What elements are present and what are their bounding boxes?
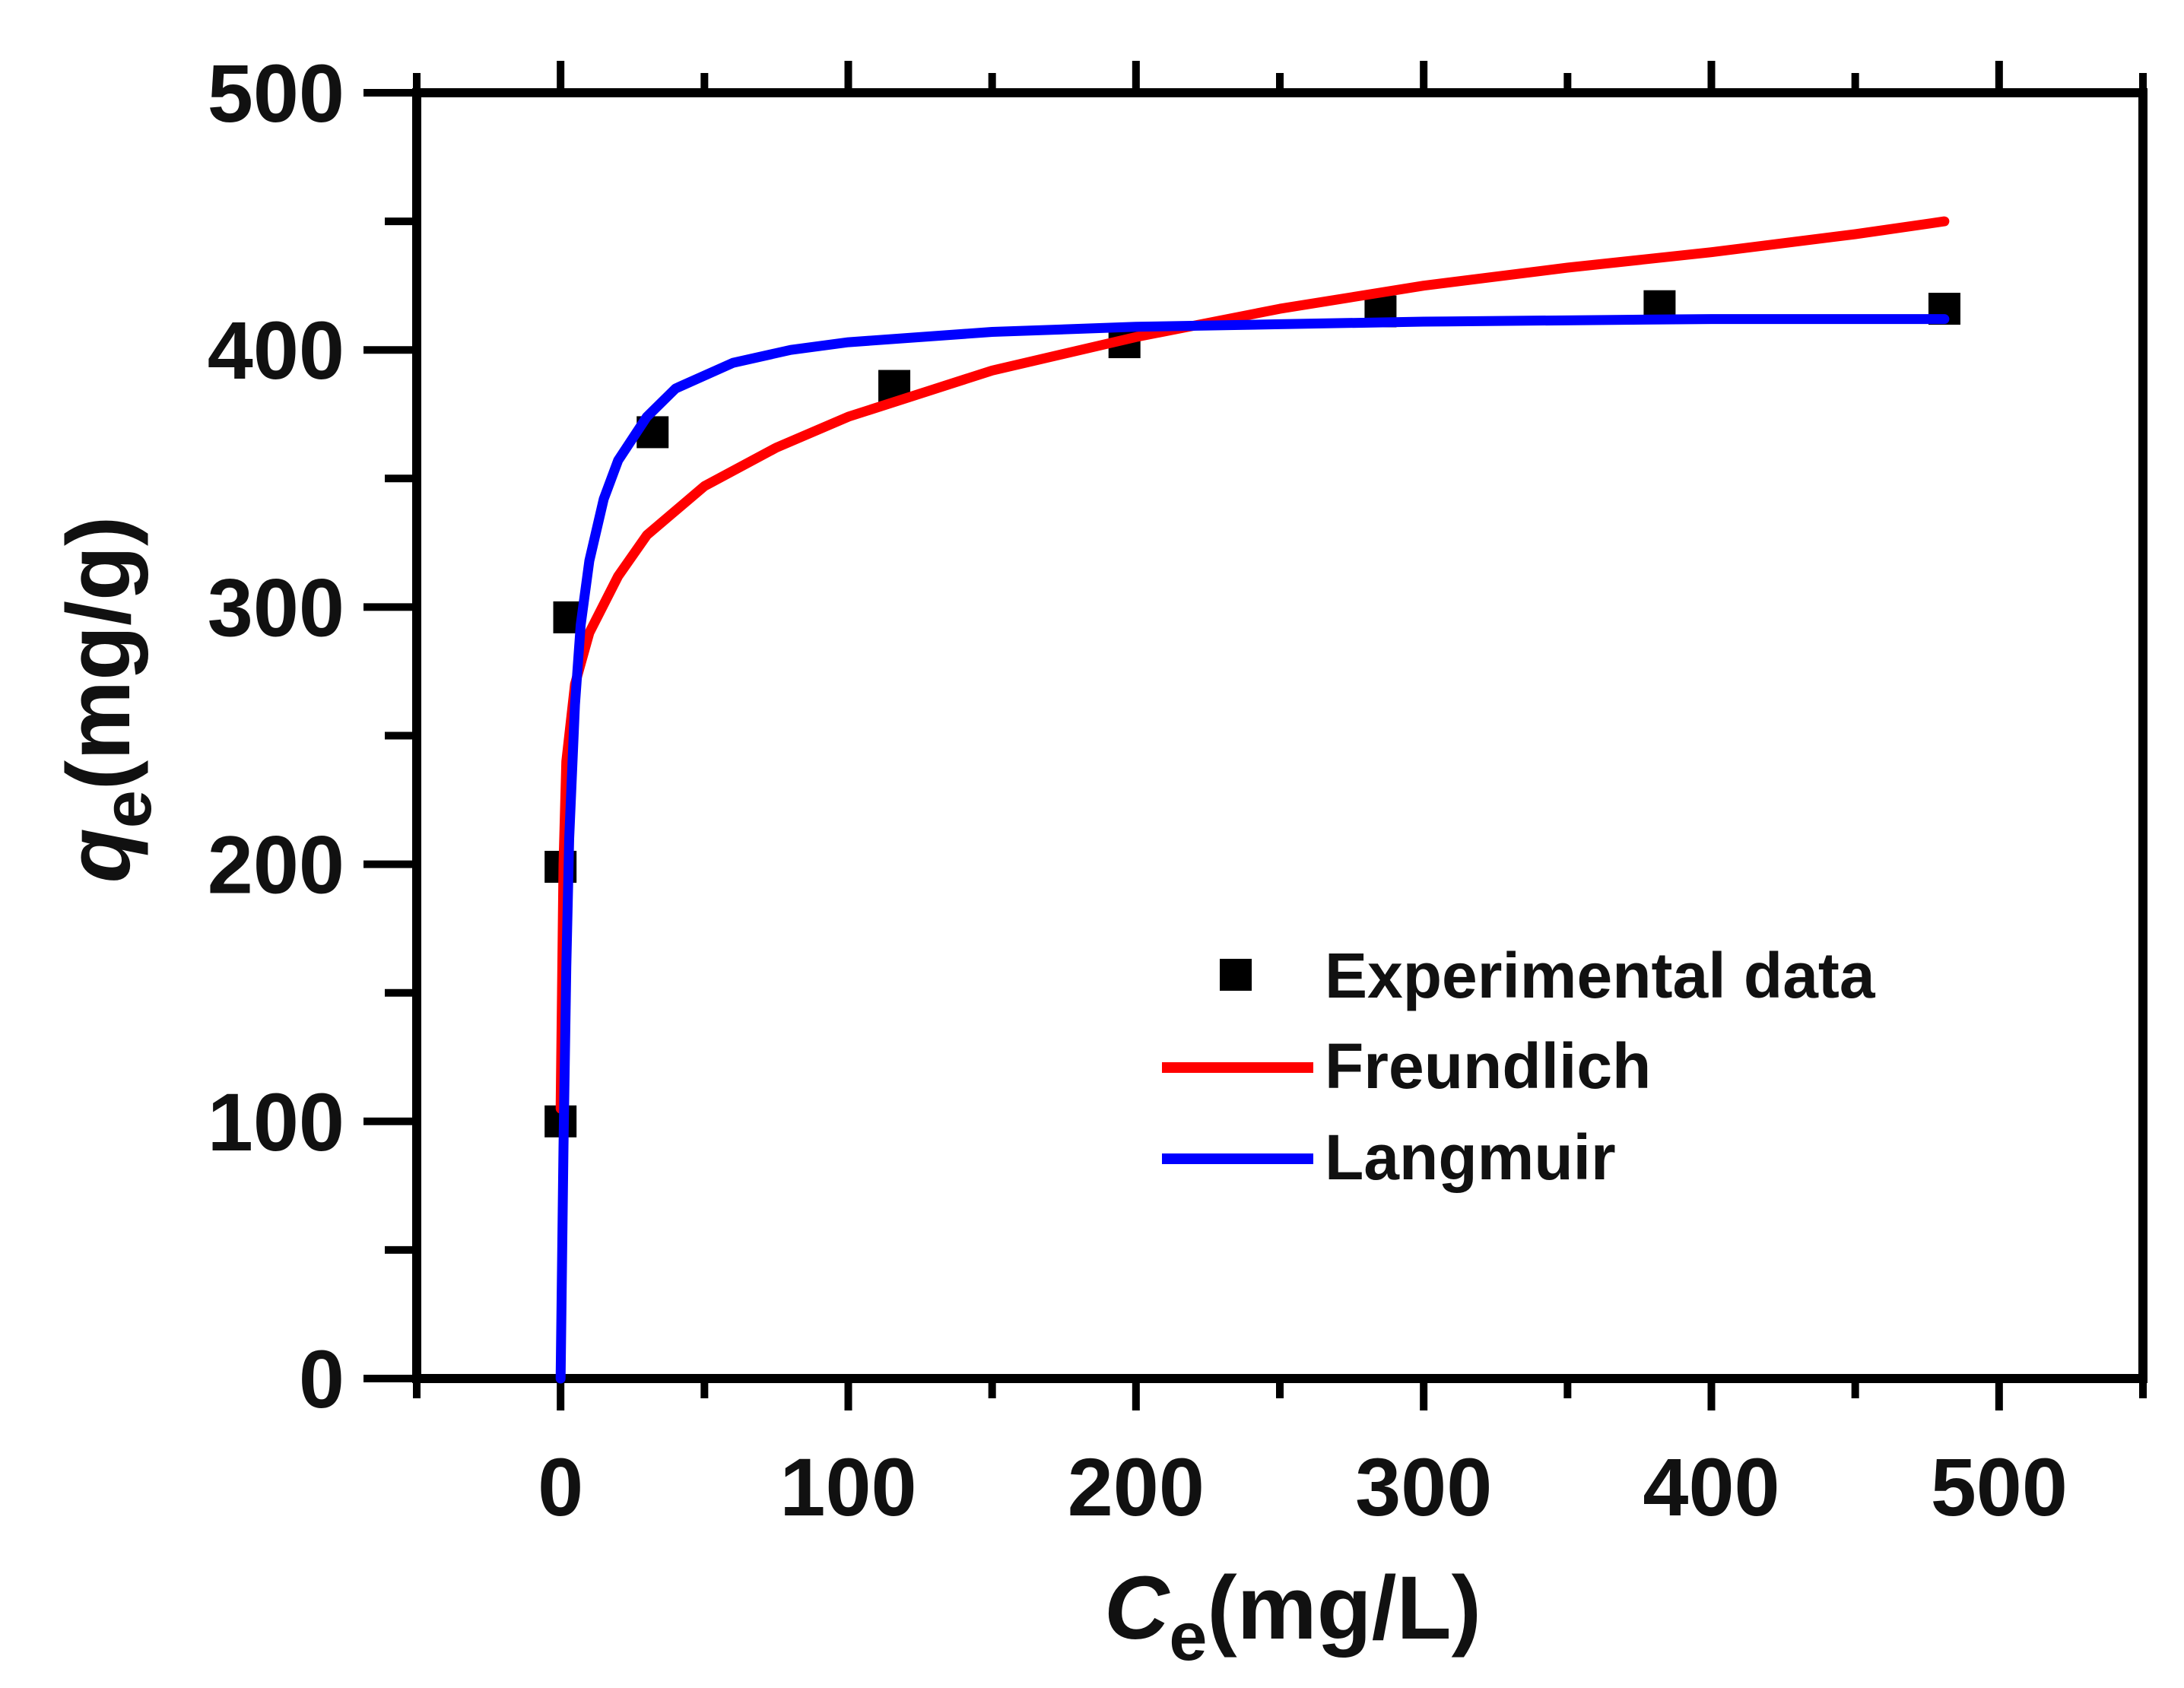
y-axis-ticks: 0 100 200 300 400 500 — [208, 47, 417, 1425]
y-tick-label: 500 — [208, 47, 344, 139]
y-axis-title-unit: (mg/g) — [49, 516, 149, 790]
x-axis-title-unit: (mg/L) — [1207, 1558, 1481, 1658]
x-axis-ticks: 0 100 200 300 400 500 — [413, 61, 2147, 1533]
y-axis-title-subscript: e — [90, 790, 166, 828]
langmuir-curve — [555, 314, 1950, 1384]
legend-marker-experimental — [1220, 959, 1252, 991]
legend-label-freundlich: Freundlich — [1325, 1030, 1651, 1102]
plot-area — [544, 216, 1960, 1384]
y-axis-title-symbol: q — [49, 828, 149, 883]
x-axis-title-subscript: e — [1169, 1599, 1207, 1675]
plot-frame — [412, 88, 2147, 1383]
y-tick-label: 200 — [208, 819, 344, 911]
y-tick-label: 400 — [208, 304, 344, 396]
x-tick-label: 500 — [1931, 1441, 2068, 1533]
legend-label-experimental: Experimental data — [1325, 940, 1876, 1011]
x-tick-label: 300 — [1355, 1441, 1492, 1533]
x-axis-title: Ce(mg/L) — [1104, 1558, 1481, 1675]
legend: Experimental data Freundlich Langmuir — [1162, 940, 1876, 1193]
x-tick-label: 200 — [1068, 1441, 1205, 1533]
axes — [412, 88, 2147, 1383]
x-axis-title-symbol: C — [1104, 1558, 1170, 1658]
y-tick-label: 300 — [208, 561, 344, 653]
y-axis-title: qe(mg/g) — [49, 516, 166, 884]
y-tick-label: 100 — [208, 1076, 344, 1168]
x-tick-label: 100 — [779, 1441, 916, 1533]
legend-label-langmuir: Langmuir — [1325, 1122, 1616, 1193]
y-tick-label: 0 — [299, 1333, 344, 1425]
x-tick-label: 0 — [538, 1441, 583, 1533]
x-tick-label: 400 — [1643, 1441, 1779, 1533]
